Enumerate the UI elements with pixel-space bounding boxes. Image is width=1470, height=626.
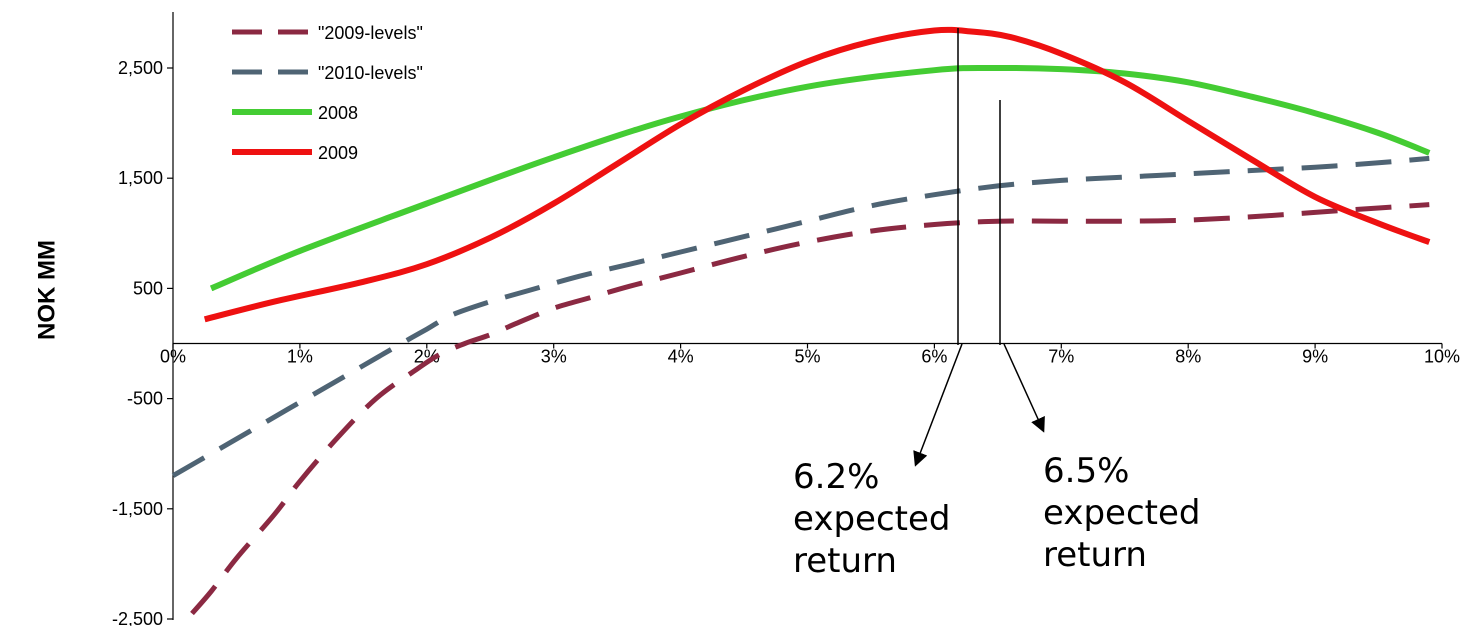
x-tick-label: 5%: [794, 347, 820, 367]
axes: -2,500 -1,500 -500 500 1,500 2,500 0% 1% 2% 3% 4% 5…: [112, 12, 1460, 626]
x-tick-label: 3%: [541, 347, 567, 367]
x-tick-label: 0%: [160, 347, 186, 367]
series-2009-line: [203, 26, 1431, 323]
x-tick-label: 6%: [921, 347, 947, 367]
x-tick-label: 9%: [1302, 347, 1328, 367]
annotation-text-line: return: [793, 541, 897, 581]
series-2010-levels-line: [171, 155, 1430, 478]
series-2008-line: [209, 64, 1431, 292]
x-tick-label: 2%: [414, 347, 440, 367]
series-2009-levels-line: [190, 202, 1430, 616]
legend-label: 2009: [318, 143, 358, 163]
legend-item-2009-levels: "2009-levels": [232, 23, 423, 43]
annotation-arrow: [1003, 343, 1045, 433]
legend-label: "2009-levels": [318, 23, 423, 43]
annotation-arrow: [913, 343, 963, 467]
annotation-text-line: 6.5%: [1043, 451, 1129, 491]
x-tick-label: 4%: [668, 347, 694, 367]
y-tick-label: -2,500: [112, 609, 163, 626]
x-tick-label: 10%: [1424, 347, 1460, 367]
x-tick-label: 8%: [1175, 347, 1201, 367]
legend-item-2009: 2009: [232, 143, 358, 163]
annotation-text-line: 6.2%: [793, 457, 879, 497]
y-tick-label: -1,500: [112, 499, 163, 519]
legend-label: 2008: [318, 103, 358, 123]
x-tick-label: 7%: [1048, 347, 1074, 367]
annotation-text-line: expected: [1043, 493, 1200, 533]
legend-item-2008: 2008: [232, 103, 358, 123]
legend-label: "2010-levels": [318, 63, 423, 83]
y-tick-label: 1,500: [118, 168, 163, 188]
y-tick-label: 500: [133, 278, 163, 298]
annotation-text-line: return: [1043, 535, 1147, 575]
y-tick-label: 2,500: [118, 58, 163, 78]
series-lines: [171, 26, 1431, 616]
x-tick-label: 1%: [287, 347, 313, 367]
legend: "2009-levels" "2010-levels" 2008 2009: [232, 23, 423, 163]
y-tick-label: -500: [127, 389, 163, 409]
legend-item-2010-levels: "2010-levels": [232, 63, 423, 83]
annotation-text-line: expected: [793, 499, 950, 539]
y-axis-label: NOK MM: [33, 240, 60, 340]
